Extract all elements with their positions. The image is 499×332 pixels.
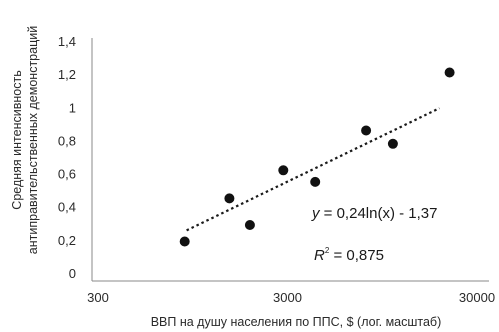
equation-y-label: y: [311, 205, 321, 222]
r-squared-symbol: R: [314, 247, 325, 264]
trendline-equation: y = 0,24ln(x) - 1,37: [311, 205, 437, 222]
data-point: [179, 236, 190, 247]
data-point: [310, 176, 321, 187]
y-axis-label-line2: антиправительственных демонстраций: [26, 26, 40, 254]
y-tick-label: 0,8: [58, 133, 76, 148]
data-point: [224, 193, 235, 204]
x-tick-label: 3000: [273, 290, 302, 305]
equation-rhs: = 0,24ln(x) - 1,37: [320, 205, 438, 222]
r-squared: R2 = 0,875: [314, 246, 384, 264]
y-tick-label: 1: [69, 100, 76, 115]
x-axis-label: ВВП на душу населения по ППС, $ (лог. ма…: [151, 315, 442, 329]
data-point: [244, 220, 255, 230]
y-axis-label-line1: Средняя интенсивность: [10, 70, 24, 209]
y-tick-label: 0: [69, 266, 76, 281]
y-tick-label: 1,4: [58, 34, 76, 49]
data-points: [179, 67, 455, 247]
y-tick-label: 0,4: [58, 200, 76, 215]
r-squared-exponent: 2: [325, 246, 330, 255]
x-tick-label: 30000: [459, 290, 495, 305]
y-tick-label: 0,2: [58, 233, 76, 248]
data-point: [444, 67, 455, 78]
r-squared-value: = 0,875: [329, 247, 384, 264]
y-tick-label: 1,2: [58, 67, 76, 82]
x-tick-labels: 300 3000 30000: [87, 290, 495, 305]
x-tick-label: 300: [87, 290, 109, 305]
data-point: [361, 125, 372, 136]
y-tick-label: 0,6: [58, 167, 76, 182]
y-tick-labels: 0 0,2 0,4 0,6 0,8 1 1,2 1,4: [58, 34, 76, 281]
data-point: [387, 138, 398, 149]
data-point: [278, 165, 289, 176]
